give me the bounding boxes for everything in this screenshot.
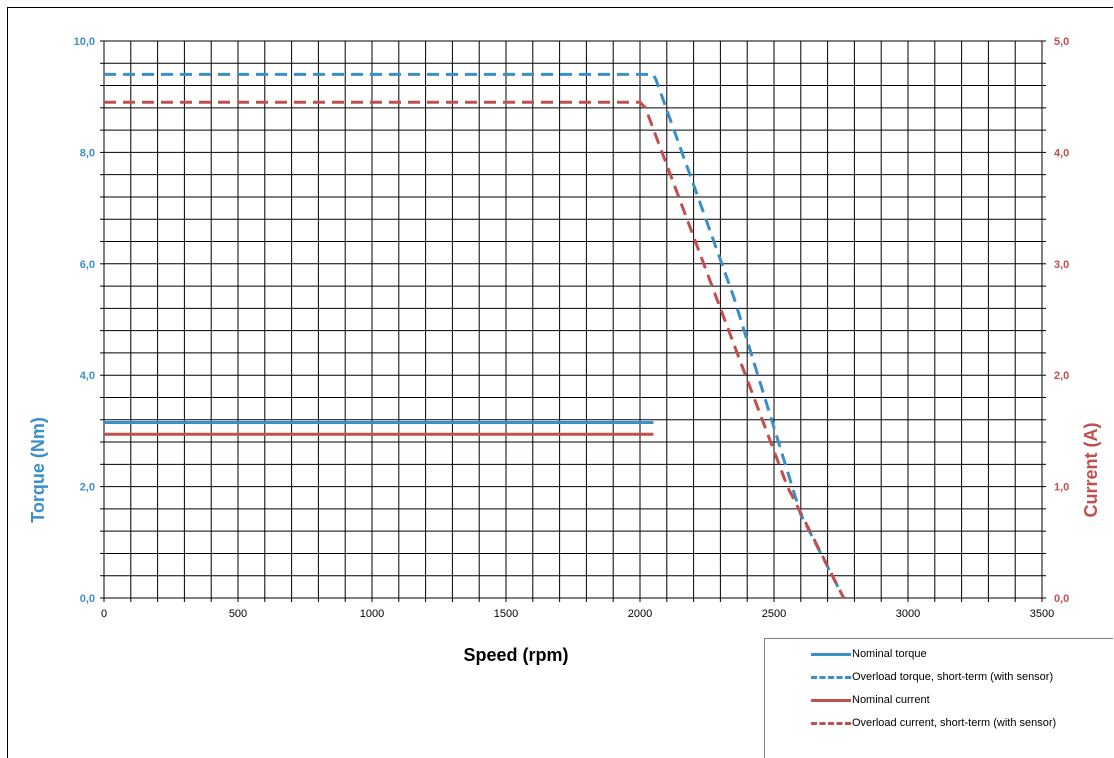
legend-item-nominal-torque: Nominal torque [811, 645, 927, 663]
legend: Nominal torque Overload torque, short-te… [764, 638, 1113, 758]
legend-label: Overload current, short-term (with senso… [852, 717, 1057, 729]
legend-swatch [811, 698, 851, 702]
y-axis-label-left: Torque (Nm) [28, 417, 48, 523]
y-tick-label-left: 4,0 [80, 370, 95, 382]
x-tick-label: 0 [101, 608, 107, 620]
legend-label: Nominal current [852, 694, 930, 706]
y-tick-label-right: 1,0 [1054, 482, 1069, 494]
y-tick-label-right: 2,0 [1054, 370, 1069, 382]
legend-swatch [811, 652, 851, 656]
tick-labels: 0 500 1000 1500 2000 2500 3000 35000,02,04,06,0… [74, 36, 1070, 620]
legend-label: Overload torque, short-term (with sensor… [852, 671, 1054, 683]
grid [100, 40, 1046, 602]
series-overload-current [104, 100, 846, 599]
legend-swatch [811, 675, 851, 679]
legend-item-nominal-current: Nominal current [811, 691, 930, 709]
legend-item-overload-torque: Overload torque, short-term (with sensor… [811, 668, 1053, 686]
y-tick-label-left: 0,0 [80, 593, 95, 605]
x-tick-label: 2500 [762, 608, 786, 620]
legend-swatch [811, 721, 851, 725]
y-tick-label-right: 0,0 [1054, 593, 1069, 605]
x-tick-label: 3500 [1030, 608, 1054, 620]
x-tick-label: 1500 [494, 608, 518, 620]
plot-area [104, 41, 1042, 598]
x-tick-label: 1000 [360, 608, 384, 620]
y-tick-label-right: 3,0 [1054, 259, 1069, 271]
y-tick-label-right: 5,0 [1054, 36, 1069, 48]
y-tick-label-left: 2,0 [80, 482, 95, 494]
y-axis-label-right: Current (A) [1081, 423, 1101, 518]
x-tick-label: 2000 [628, 608, 652, 620]
y-tick-label-left: 10,0 [74, 36, 95, 48]
y-tick-label-right: 4,0 [1054, 147, 1069, 159]
y-tick-label-left: 8,0 [80, 147, 95, 159]
x-axis-label: Speed (rpm) [463, 645, 568, 665]
series-lines [104, 72, 846, 599]
x-tick-label: 500 [229, 608, 247, 620]
y-tick-label-left: 6,0 [80, 259, 95, 271]
legend-label: Nominal torque [852, 648, 927, 660]
chart-frame [7, 7, 1113, 758]
x-tick-label: 3000 [896, 608, 920, 620]
legend-item-overload-current: Overload current, short-term (with senso… [811, 714, 1056, 732]
